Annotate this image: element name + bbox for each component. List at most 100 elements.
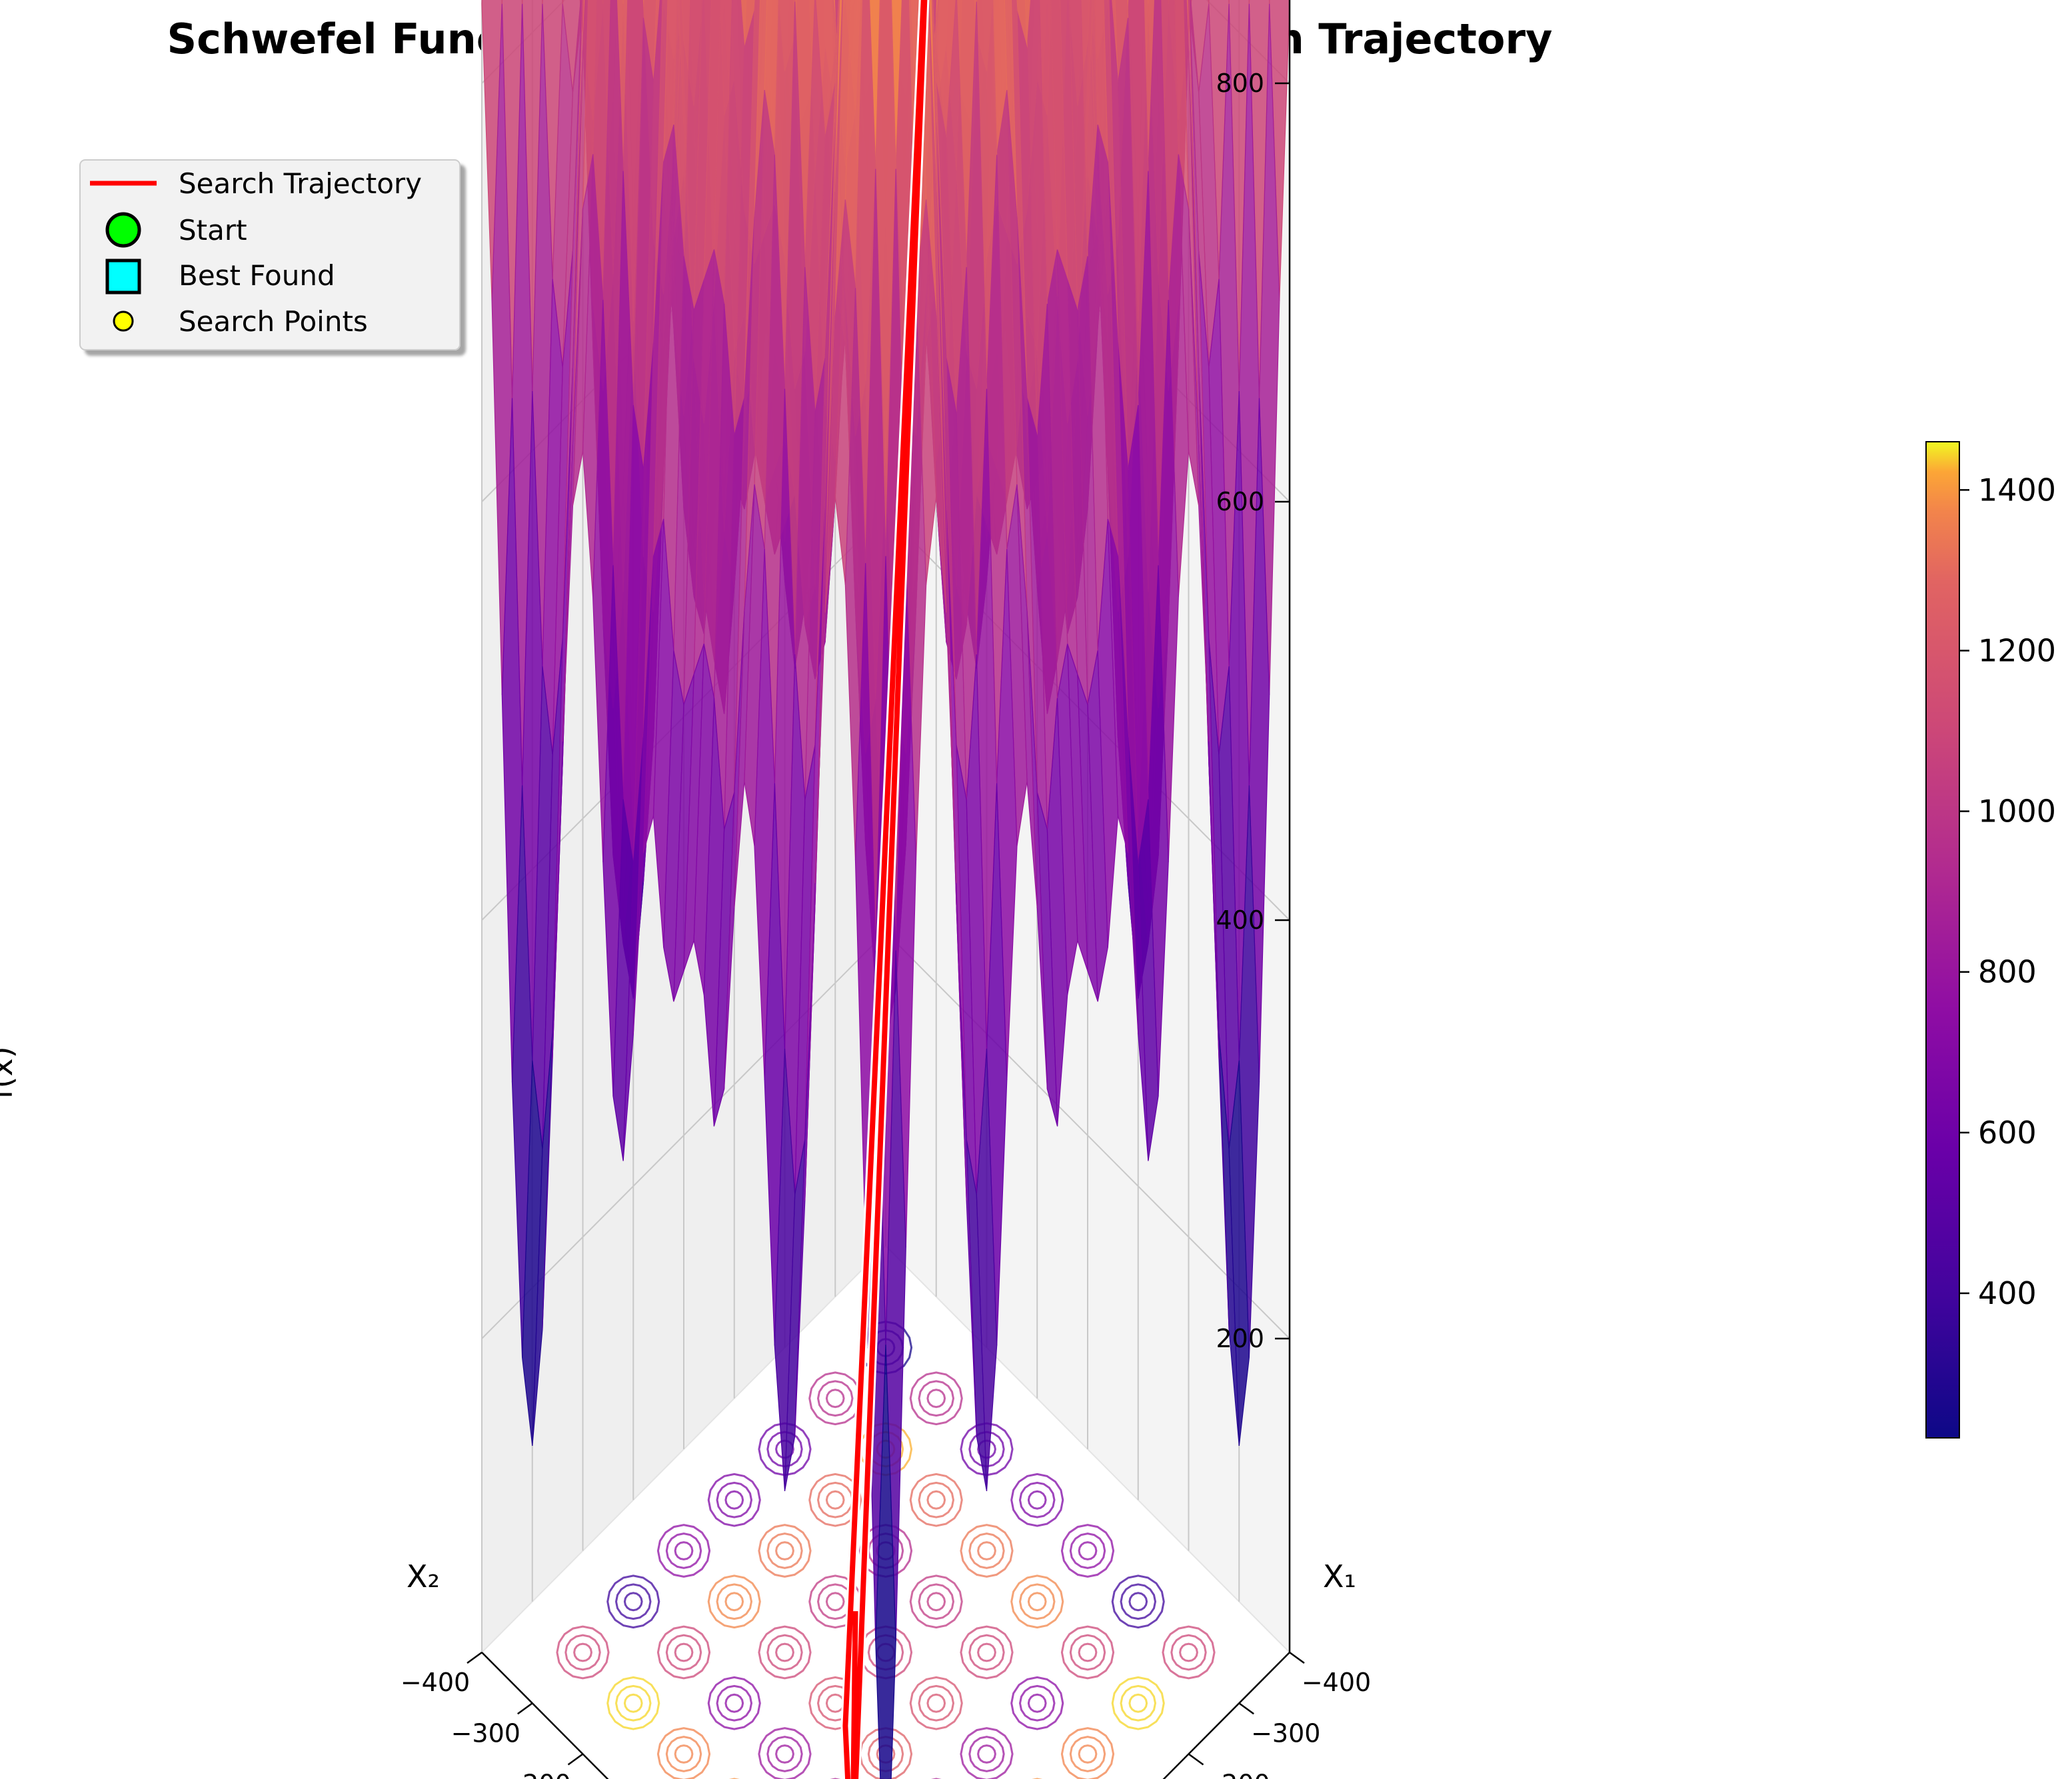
contour-line <box>716 1583 753 1620</box>
contour-line <box>775 1541 794 1560</box>
contour-line <box>758 1422 812 1477</box>
contour-line <box>926 1592 946 1612</box>
contour-line <box>1010 1676 1064 1730</box>
contour-line <box>614 1583 652 1620</box>
contour-line <box>1027 1693 1047 1713</box>
search-trajectory <box>840 0 930 1779</box>
x-axis-label: X₁ <box>1323 1558 1356 1594</box>
contour-line <box>707 1676 761 1730</box>
contour-line <box>918 1380 955 1417</box>
contour-line <box>1060 1625 1115 1680</box>
contour-line <box>707 1574 761 1629</box>
contour-line <box>918 1684 955 1722</box>
contour-line <box>1128 1693 1148 1713</box>
contour-line <box>909 1574 963 1629</box>
tick-mark <box>467 1651 483 1664</box>
contour-line <box>977 1541 996 1560</box>
legend-label-best: Best Found <box>179 259 335 292</box>
tick-mark <box>1188 1753 1204 1766</box>
contour-line <box>674 1642 694 1662</box>
z-tick-label: 400 <box>1216 905 1264 935</box>
legend-box <box>79 159 461 350</box>
contour-line <box>825 1693 845 1713</box>
contour-line <box>716 1481 753 1518</box>
legend-search-points-marker <box>113 310 134 332</box>
z-tick-label: 600 <box>1216 487 1264 516</box>
y-tick-label: −400 <box>401 1668 470 1697</box>
contour-line <box>1078 1642 1098 1662</box>
contour-line <box>606 1676 660 1730</box>
colorbar-tick-label: 1400 <box>1978 472 2056 508</box>
legend: Search Trajectory Start Best Found Searc… <box>79 159 461 350</box>
colorbar-tick-label: 600 <box>1978 1115 2037 1151</box>
contour-line <box>758 1625 812 1680</box>
contour-line <box>724 1490 744 1510</box>
colorbar-tick-label: 1000 <box>1978 794 2056 830</box>
y-tick-label: −200 <box>501 1770 570 1779</box>
contour-line <box>909 1676 963 1730</box>
contour-line <box>1010 1574 1064 1629</box>
contour-line <box>909 1371 963 1426</box>
contour-line <box>968 1634 1005 1671</box>
contour-line <box>674 1744 694 1764</box>
contour-line <box>909 1473 963 1527</box>
grid-line <box>481 931 886 1339</box>
contour-line <box>1010 1473 1064 1527</box>
contour-line <box>960 1524 1014 1578</box>
z-tick-label: 800 <box>1216 69 1264 98</box>
contour-line <box>816 1380 854 1417</box>
contour-line <box>656 1524 711 1578</box>
contour-line <box>674 1541 694 1560</box>
contour-line <box>918 1583 955 1620</box>
surface-patch <box>875 1345 896 1779</box>
contour-line <box>968 1532 1005 1569</box>
contour-line <box>766 1736 803 1772</box>
x-axis-line <box>1162 1652 1290 1779</box>
tick-mark <box>567 1753 584 1766</box>
contour-line <box>606 1574 660 1629</box>
tick-mark <box>1289 1651 1305 1664</box>
trajectory-line <box>842 0 928 1779</box>
contour-line <box>724 1693 744 1713</box>
contour-line <box>766 1634 803 1671</box>
contour-line <box>918 1481 955 1518</box>
contour-line <box>1018 1481 1056 1518</box>
colorbar: 400 600 800 1000 1200 1400 <box>1925 441 2056 1439</box>
contour-line <box>1078 1541 1098 1560</box>
contour-line <box>816 1481 854 1518</box>
contour-line <box>665 1736 702 1772</box>
contour-line <box>1162 1625 1216 1680</box>
x-tick-label: −200 <box>1200 1770 1270 1779</box>
y-axis-label: X₂ <box>407 1558 440 1594</box>
contour-line <box>1120 1684 1157 1722</box>
colorbar-tick-label: 400 <box>1978 1275 2037 1311</box>
x-tick-label: −400 <box>1302 1668 1371 1697</box>
y-axis-line <box>481 1652 609 1779</box>
axes-lines <box>481 0 1291 1779</box>
contour-line <box>1069 1736 1106 1772</box>
colorbar-tick-label: 800 <box>1978 954 2037 990</box>
contour-line <box>556 1625 610 1680</box>
contour-line <box>977 1642 996 1662</box>
contour-line <box>775 1744 794 1764</box>
contour-line <box>1111 1574 1165 1629</box>
contour-line <box>1027 1592 1047 1612</box>
contour-line <box>1078 1744 1098 1764</box>
contour-line <box>1170 1634 1207 1671</box>
contour-line <box>1018 1684 1056 1722</box>
contour-line <box>665 1634 702 1671</box>
contour-projection <box>556 1321 1216 1779</box>
colorbar-ticks: 400 600 800 1000 1200 1400 <box>1959 472 2056 1311</box>
colorbar-gradient <box>1925 441 1960 1439</box>
z-tick-label: 200 <box>1216 1324 1264 1353</box>
contour-line <box>1111 1676 1165 1730</box>
contour-line <box>766 1532 803 1569</box>
surface-patch <box>582 0 586 51</box>
contour-line <box>1060 1727 1115 1779</box>
contour-line <box>656 1727 711 1779</box>
axes-ticks: −400−300−200−1000100200300400−400−300−20… <box>401 69 1371 1779</box>
z-axis-label: f(x) <box>0 1046 19 1099</box>
contour-line <box>623 1693 643 1713</box>
contour-line <box>1027 1490 1047 1510</box>
contour-line <box>825 1389 845 1409</box>
